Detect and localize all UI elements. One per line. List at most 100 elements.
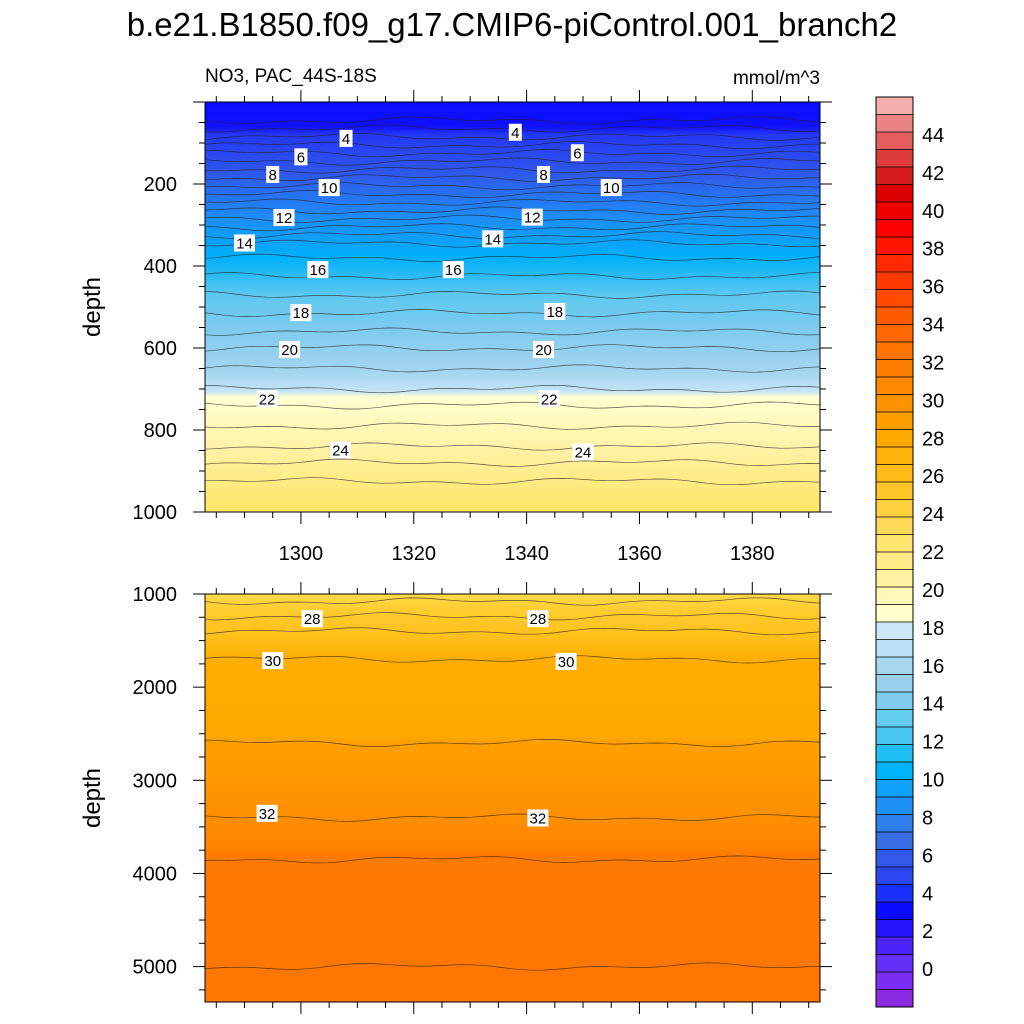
contour-line <box>204 384 821 394</box>
contour-label: 20 <box>535 342 552 359</box>
colorbar-swatch <box>876 429 913 448</box>
colorbar-label: 44 <box>922 125 944 147</box>
colorbar-swatch <box>876 272 913 290</box>
contour-line <box>204 327 821 336</box>
contour-label-box <box>279 341 301 359</box>
colorbar-label: 14 <box>922 694 944 716</box>
colorbar-label: 4 <box>922 883 933 905</box>
plot-frame <box>204 593 821 1003</box>
colorbar-label: 6 <box>922 845 933 867</box>
contour-label-box <box>533 341 555 359</box>
colorbar-label: 12 <box>922 732 944 754</box>
colorbar-label: 32 <box>922 352 944 374</box>
y-tick-label: 1000 <box>133 502 178 524</box>
contour-label: 28 <box>304 611 321 628</box>
contour-label: 4 <box>511 125 519 142</box>
contour-line <box>204 149 821 158</box>
contour-line <box>204 738 821 747</box>
contour-label-box <box>527 809 549 827</box>
colorbar-label: 16 <box>922 656 944 678</box>
contour-line <box>205 477 821 486</box>
units-label: mmol/m^3 <box>733 68 820 89</box>
contour-line <box>204 223 821 232</box>
colorbar-swatch <box>876 202 913 220</box>
colorbar-swatch <box>876 499 913 518</box>
colorbar-label: 36 <box>922 277 944 299</box>
colorbar-label: 34 <box>922 315 944 337</box>
colorbar-swatch <box>876 324 913 343</box>
colorbar-swatch <box>876 552 913 570</box>
contour-label: 32 <box>259 806 276 823</box>
chart-subtitle: NO3, PAC_44S-18S <box>205 66 377 87</box>
colorbar-swatch <box>876 342 913 360</box>
contour-label: 8 <box>539 167 547 184</box>
y-tick-label: 600 <box>144 338 177 360</box>
contour-line <box>204 182 821 191</box>
colorbar-swatch <box>876 797 913 815</box>
colorbar-swatch <box>876 464 913 483</box>
contour-label: 14 <box>236 235 253 252</box>
y-axis-title: depth <box>79 277 106 337</box>
colorbar-swatch <box>876 727 913 745</box>
y-tick-label: 1000 <box>133 584 178 606</box>
colorbar-swatch <box>876 832 913 850</box>
contour-label: 18 <box>293 305 310 322</box>
contour-label-box <box>555 653 577 670</box>
contour-label-box <box>301 610 323 628</box>
colorbar-swatch <box>876 97 913 115</box>
contour-line <box>204 116 821 125</box>
contour-label: 30 <box>558 654 575 671</box>
upper-panel: 4 4 6 6 8 8 10 10 12 12 14 14 16 16 18 18 20 20 22 22 24 24 13… <box>79 90 832 565</box>
colorbar-label: 2 <box>922 921 933 943</box>
contour-line <box>204 190 821 199</box>
colorbar: 0246810121416182022242628303234363840424… <box>875 96 944 1008</box>
colorbar-label: 10 <box>922 770 944 792</box>
x-tick-label: 1340 <box>504 543 549 565</box>
contour-label: 12 <box>276 210 293 227</box>
contour-label: 12 <box>524 210 541 227</box>
colorbar-swatch <box>876 289 913 308</box>
colorbar-swatch <box>876 779 913 798</box>
colorbar-swatch <box>876 237 913 255</box>
colorbar-swatch <box>876 307 913 325</box>
contour-label: 24 <box>575 445 592 462</box>
colorbar-label: 24 <box>922 504 944 526</box>
colorbar-swatch <box>876 709 913 728</box>
colorbar-label: 38 <box>922 239 944 261</box>
y-tick-label: 4000 <box>133 863 178 885</box>
contour-label: 6 <box>297 149 305 166</box>
contour-line <box>204 165 821 174</box>
colorbar-swatch <box>876 517 913 535</box>
contour-label-box <box>256 390 278 408</box>
contour-label: 24 <box>332 443 349 460</box>
contour-line <box>204 157 821 166</box>
contour-line <box>204 141 821 150</box>
y-tick-label: 200 <box>144 174 177 196</box>
colorbar-swatch <box>876 254 913 273</box>
colorbar-swatch <box>876 569 913 588</box>
contour-label: 22 <box>259 391 276 408</box>
contour-label-box <box>544 302 566 320</box>
colorbar-swatch <box>876 359 913 378</box>
colorbar-swatch <box>876 692 913 710</box>
contour-label-box <box>294 148 308 166</box>
contour-label-box <box>527 610 549 628</box>
contour-label-box <box>442 261 464 279</box>
colorbar-swatch <box>876 954 913 973</box>
x-tick-label: 1360 <box>617 543 662 565</box>
colorbar-label: 8 <box>922 807 933 829</box>
colorbar-swatch <box>876 657 913 675</box>
colorbar-swatch <box>876 814 913 833</box>
contour-label-box <box>318 179 340 197</box>
colorbar-swatch <box>876 849 913 868</box>
contour-label: 20 <box>281 342 298 359</box>
contour-label: 6 <box>573 145 581 162</box>
contour-label: 22 <box>541 391 558 408</box>
y-tick-label: 800 <box>144 420 177 442</box>
contour-label-box <box>482 230 504 248</box>
contour-line <box>204 813 821 822</box>
colorbar-swatch <box>876 114 913 133</box>
colorbar-label: 22 <box>922 542 944 564</box>
contour-line <box>204 214 820 223</box>
contour-line <box>204 173 821 182</box>
